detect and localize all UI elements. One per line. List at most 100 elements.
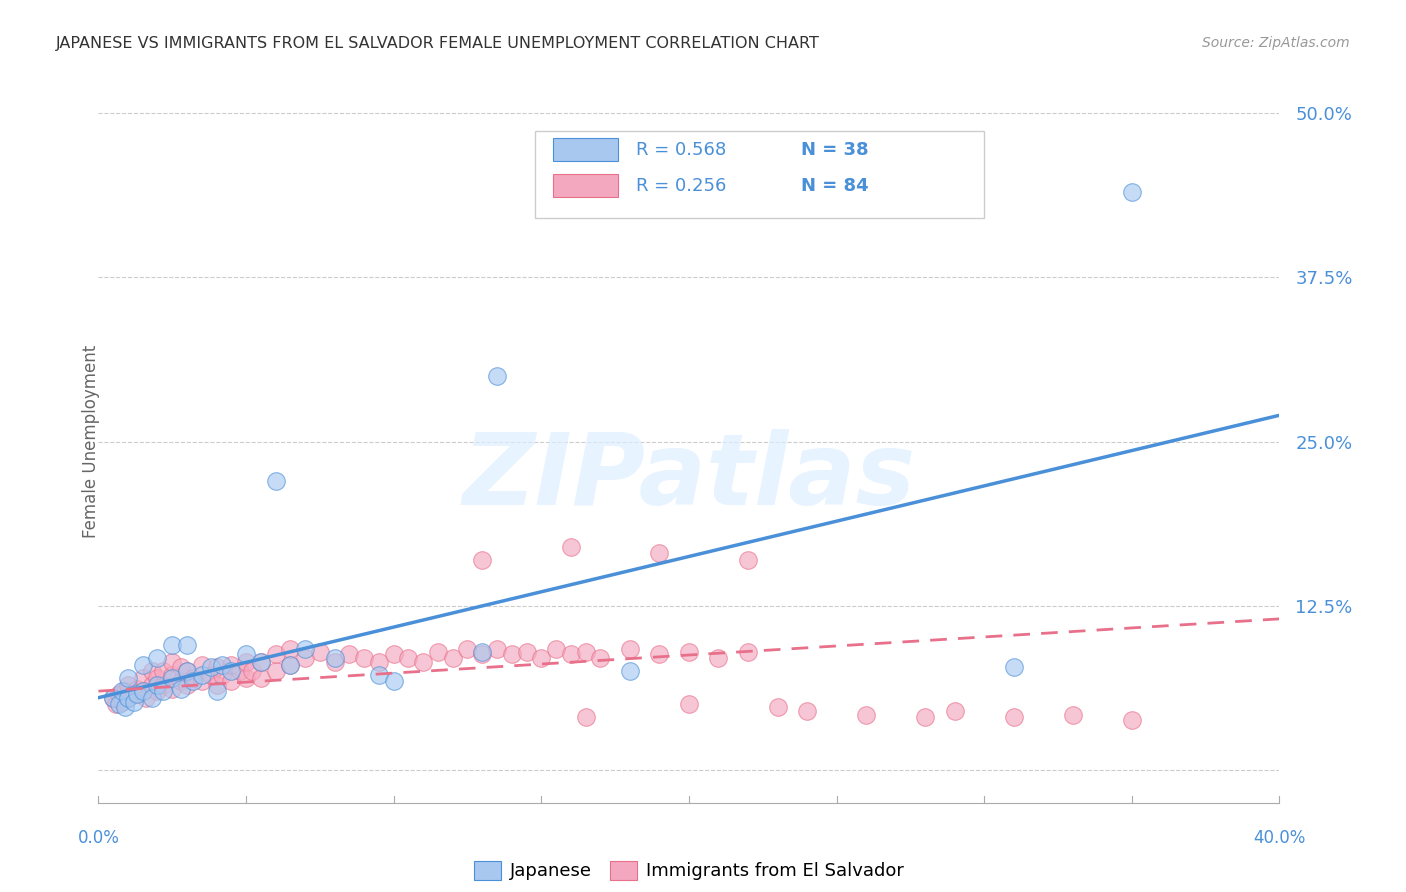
Point xyxy=(200,660,222,674)
Point xyxy=(146,651,169,665)
Point xyxy=(250,655,273,669)
Point xyxy=(152,665,174,679)
Point xyxy=(560,648,582,662)
Point xyxy=(200,668,222,682)
Point xyxy=(176,665,198,679)
Point xyxy=(176,677,198,691)
Point xyxy=(796,704,818,718)
Point xyxy=(146,684,169,698)
Point xyxy=(619,642,641,657)
Point xyxy=(323,655,346,669)
Point xyxy=(181,673,204,688)
Point xyxy=(211,668,233,682)
Point xyxy=(280,642,302,657)
Point xyxy=(309,645,332,659)
Point xyxy=(125,681,148,696)
Point xyxy=(146,671,169,685)
Point xyxy=(1002,660,1025,674)
Point xyxy=(471,645,494,659)
Point xyxy=(191,673,214,688)
Point xyxy=(141,677,163,691)
Point xyxy=(108,687,131,701)
Point xyxy=(353,651,375,665)
FancyBboxPatch shape xyxy=(536,131,984,218)
Point xyxy=(152,677,174,691)
Point xyxy=(235,648,257,662)
Text: 40.0%: 40.0% xyxy=(1253,830,1306,847)
Point xyxy=(132,684,155,698)
Point xyxy=(280,657,302,672)
Point xyxy=(1062,707,1084,722)
Point xyxy=(205,684,228,698)
Point xyxy=(211,657,233,672)
Point xyxy=(546,642,568,657)
Point xyxy=(108,698,131,712)
Point xyxy=(117,671,139,685)
Y-axis label: Female Unemployment: Female Unemployment xyxy=(83,345,100,538)
Point xyxy=(250,655,273,669)
Point xyxy=(221,657,243,672)
Point xyxy=(707,651,730,665)
Point xyxy=(170,673,193,688)
Point xyxy=(135,690,157,705)
Point xyxy=(368,655,391,669)
Point xyxy=(737,553,759,567)
Point xyxy=(152,684,174,698)
Point xyxy=(229,665,252,679)
Point xyxy=(176,638,198,652)
Point xyxy=(162,681,183,696)
Point xyxy=(132,671,155,685)
Point xyxy=(648,546,671,560)
Point xyxy=(914,710,936,724)
Point xyxy=(382,673,405,688)
Point xyxy=(103,690,125,705)
Point xyxy=(111,684,134,698)
Point xyxy=(441,651,464,665)
Point xyxy=(1002,710,1025,724)
Point xyxy=(170,681,193,696)
Point xyxy=(457,642,479,657)
Point xyxy=(280,657,302,672)
Point xyxy=(205,660,228,674)
Point xyxy=(1121,185,1143,199)
Point xyxy=(486,368,509,383)
Point xyxy=(339,648,361,662)
Point xyxy=(146,677,169,691)
Point xyxy=(1121,713,1143,727)
Text: JAPANESE VS IMMIGRANTS FROM EL SALVADOR FEMALE UNEMPLOYMENT CORRELATION CHART: JAPANESE VS IMMIGRANTS FROM EL SALVADOR … xyxy=(56,36,820,51)
Point xyxy=(103,690,125,705)
Point xyxy=(114,684,136,698)
Point xyxy=(323,651,346,665)
Point xyxy=(176,665,198,679)
Point xyxy=(471,648,494,662)
Point xyxy=(575,710,598,724)
Point xyxy=(648,648,671,662)
Point xyxy=(162,638,183,652)
Point xyxy=(191,668,214,682)
Point xyxy=(141,665,163,679)
Point xyxy=(619,665,641,679)
Point xyxy=(560,540,582,554)
Point xyxy=(678,645,700,659)
Point xyxy=(855,707,877,722)
Point xyxy=(132,657,155,672)
Point xyxy=(294,642,316,657)
Point xyxy=(191,657,214,672)
Legend: Japanese, Immigrants from El Salvador: Japanese, Immigrants from El Salvador xyxy=(467,854,911,888)
Text: ZIPatlas: ZIPatlas xyxy=(463,429,915,526)
Point xyxy=(240,665,263,679)
Point xyxy=(221,673,243,688)
Point xyxy=(117,677,139,691)
Point xyxy=(264,648,287,662)
Point xyxy=(486,642,509,657)
Point xyxy=(516,645,538,659)
Point xyxy=(105,698,128,712)
Point xyxy=(264,474,287,488)
Point xyxy=(398,651,420,665)
Point xyxy=(114,699,136,714)
Point xyxy=(264,665,287,679)
Point xyxy=(530,651,553,665)
Point xyxy=(471,553,494,567)
Point xyxy=(235,671,257,685)
Point xyxy=(132,684,155,698)
